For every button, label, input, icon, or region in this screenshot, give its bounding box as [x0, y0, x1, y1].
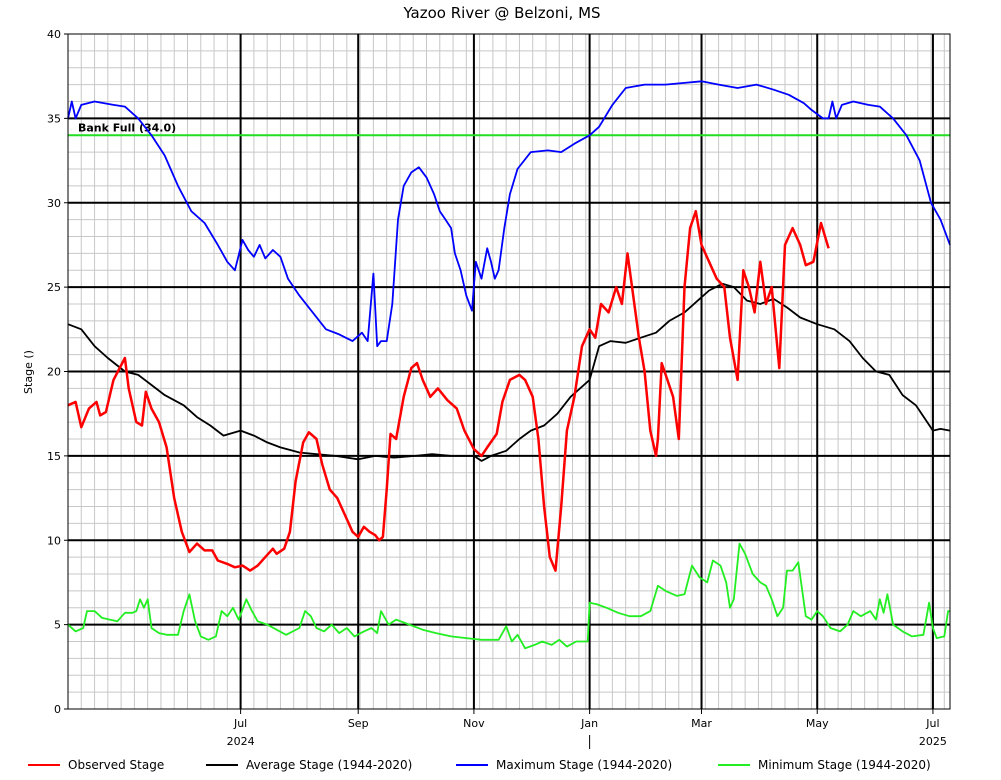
y-tick-label: 40: [47, 28, 61, 41]
major-gridlines: [68, 34, 950, 709]
legend-label: Minimum Stage (1944-2020): [758, 758, 931, 772]
bank-full-label: Bank Full (34.0): [78, 121, 176, 134]
x-tick-label: Jan: [580, 717, 598, 730]
series-line-observed-stage: [67, 209, 830, 572]
y-tick-label: 20: [47, 366, 61, 379]
series-lines: [67, 80, 951, 650]
x-tick-label: Sep: [348, 717, 369, 730]
series-line-maximum-stage-1944-2020: [67, 80, 951, 348]
x-tick-label: Nov: [463, 717, 485, 730]
chart-title: Yazoo River @ Belzoni, MS: [402, 4, 600, 22]
y-tick-label: 0: [54, 703, 61, 716]
y-tick-label: 10: [47, 534, 61, 547]
x-year-label: 2024: [227, 735, 255, 748]
y-tick-label: 25: [47, 281, 61, 294]
x-year-label: 2025: [919, 735, 947, 748]
x-tick-label: Mar: [691, 717, 712, 730]
y-axis-label: Stage (): [22, 350, 35, 394]
bank-full-group: Bank Full (34.0): [68, 121, 950, 137]
x-tick-labels: Jul Sep Nov Jan Mar May Jul 2024 2025: [227, 709, 947, 749]
x-tick-label: Jul: [925, 717, 939, 730]
y-tick-label: 15: [47, 450, 61, 463]
y-tick-label: 35: [47, 112, 61, 125]
legend: Observed Stage Average Stage (1944-2020) M…: [28, 758, 931, 772]
series-line-minimum-stage-1944-2020: [67, 542, 950, 650]
legend-label: Observed Stage: [68, 758, 164, 772]
legend-label: Average Stage (1944-2020): [246, 758, 412, 772]
x-tick-label: Jul: [233, 717, 247, 730]
y-tick-labels: 0 5 10 15 20 25 30 35 40: [47, 28, 68, 716]
legend-label: Maximum Stage (1944-2020): [496, 758, 672, 772]
x-tick-label: May: [806, 717, 829, 730]
y-tick-label: 30: [47, 197, 61, 210]
y-tick-label: 5: [54, 619, 61, 632]
